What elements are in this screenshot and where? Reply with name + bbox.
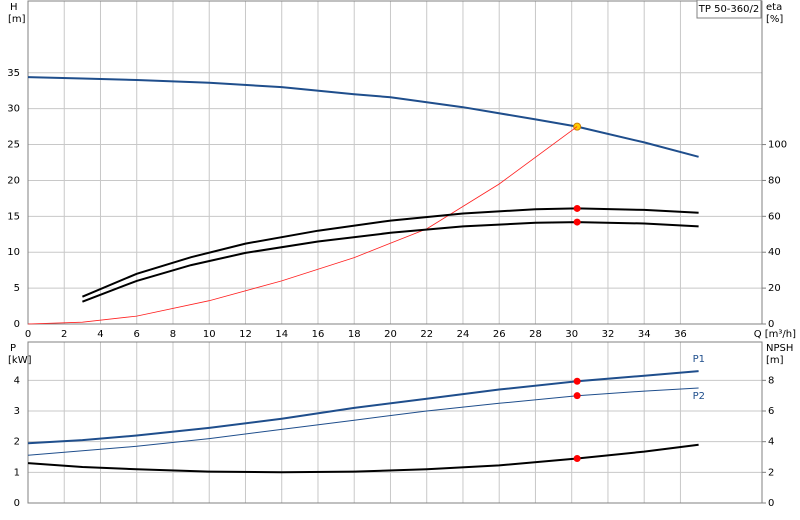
x-label: Q [m³/h] [754, 329, 796, 340]
y2-label: NPSH [766, 343, 793, 354]
y2-tick-label: 0 [768, 319, 774, 330]
plot-frame [27, 341, 763, 504]
x-tick-label: 26 [493, 329, 506, 340]
chart-title: TP 50-360/2 [698, 4, 759, 15]
x-tick-label: 16 [312, 329, 325, 340]
operating-point [573, 455, 581, 463]
x-tick-label: 0 [25, 329, 31, 340]
y2-tick-label: 6 [768, 406, 774, 417]
y-tick-label: 2 [14, 437, 20, 448]
y-tick-label: 30 [7, 104, 20, 115]
operating-point [573, 392, 581, 400]
title-box [696, 0, 762, 19]
x-tick-label: 30 [565, 329, 578, 340]
x-tick-label: 22 [420, 329, 433, 340]
series-line [82, 207, 699, 298]
x-tick-label: 24 [457, 329, 470, 340]
x-tick-label: 32 [602, 329, 615, 340]
y-tick-label: 25 [7, 140, 20, 151]
y2-tick-label: 80 [768, 175, 781, 186]
operating-point [573, 218, 581, 226]
series-line [27, 76, 699, 158]
y-tick-label: 1 [14, 467, 20, 478]
y2-tick-label: 20 [768, 283, 781, 294]
x-tick-label: 6 [134, 329, 140, 340]
x-tick-label: 18 [348, 329, 361, 340]
x-tick-label: 2 [61, 329, 67, 340]
y2-tick-label: 8 [768, 375, 774, 386]
y-label: P [10, 343, 16, 354]
y2-tick-label: 4 [768, 437, 774, 448]
y-tick-label: 0 [14, 319, 20, 330]
series-line [82, 221, 699, 303]
x-tick-label: 8 [170, 329, 176, 340]
plot-frame [27, 0, 763, 325]
x-tick-label: 14 [275, 329, 288, 340]
y2-tick-label: 60 [768, 211, 781, 222]
y2-tick-label: 100 [768, 140, 787, 151]
y2-label: eta [766, 2, 782, 13]
y-tick-label: 0 [14, 498, 20, 509]
series-line [27, 443, 699, 474]
operating-point [573, 377, 581, 385]
series-label: P2 [693, 391, 705, 402]
y2-unit: [m] [766, 355, 784, 366]
x-tick-label: 4 [97, 329, 103, 340]
y-tick-label: 4 [14, 375, 20, 386]
series-line [27, 387, 699, 456]
y-label: H [10, 2, 18, 13]
y-unit: [m] [8, 14, 26, 25]
series-line [27, 126, 578, 325]
y-tick-label: 15 [7, 211, 20, 222]
y-tick-label: 3 [14, 406, 20, 417]
y-tick-label: 5 [14, 283, 20, 294]
y2-tick-label: 0 [768, 498, 774, 509]
series-line [27, 370, 699, 445]
y2-unit: [%] [766, 14, 783, 25]
y-tick-label: 10 [7, 247, 20, 258]
y2-tick-label: 40 [768, 247, 781, 258]
x-tick-label: 20 [384, 329, 397, 340]
y2-tick-label: 2 [768, 467, 774, 478]
x-tick-label: 12 [239, 329, 252, 340]
y-tick-label: 35 [7, 68, 20, 79]
operating-point [573, 204, 581, 212]
x-tick-label: 34 [638, 329, 651, 340]
y-tick-label: 20 [7, 175, 20, 186]
operating-point [573, 122, 582, 131]
x-tick-label: 10 [203, 329, 216, 340]
series-label: P1 [693, 354, 705, 365]
x-tick-label: 28 [529, 329, 542, 340]
x-tick-label: 36 [674, 329, 687, 340]
y-unit: [kW] [8, 355, 32, 366]
